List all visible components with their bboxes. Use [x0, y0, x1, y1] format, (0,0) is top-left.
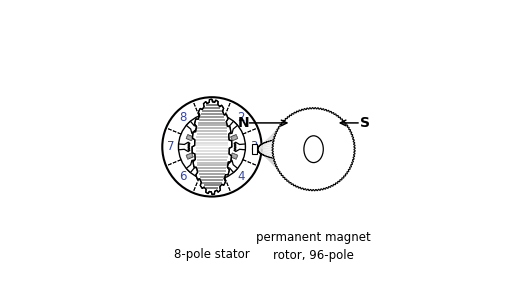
Polygon shape: [200, 121, 206, 128]
Polygon shape: [208, 169, 216, 180]
Polygon shape: [231, 153, 238, 159]
Polygon shape: [187, 121, 199, 134]
Text: 8: 8: [179, 111, 186, 124]
Ellipse shape: [304, 136, 323, 163]
Text: 5: 5: [208, 182, 216, 195]
Text: 6: 6: [179, 170, 187, 183]
Polygon shape: [234, 142, 245, 152]
Polygon shape: [187, 160, 199, 172]
Text: permanent magnet
rotor, 96-pole: permanent magnet rotor, 96-pole: [256, 231, 371, 262]
Polygon shape: [208, 113, 216, 125]
Polygon shape: [218, 121, 224, 128]
Circle shape: [162, 97, 261, 196]
Text: N: N: [237, 116, 249, 130]
Polygon shape: [186, 135, 193, 141]
Text: 8-pole stator: 8-pole stator: [174, 248, 250, 261]
Polygon shape: [186, 153, 193, 159]
Text: 7: 7: [167, 140, 174, 153]
Text: 4: 4: [237, 170, 245, 183]
Polygon shape: [225, 160, 237, 172]
Circle shape: [271, 107, 356, 191]
Polygon shape: [200, 166, 206, 172]
Circle shape: [179, 113, 245, 180]
Bar: [252, 144, 257, 154]
Polygon shape: [192, 99, 232, 194]
Text: 1: 1: [208, 99, 216, 112]
Polygon shape: [231, 135, 238, 141]
Text: 2: 2: [237, 111, 245, 124]
Text: S: S: [360, 116, 370, 130]
Polygon shape: [225, 121, 237, 134]
Polygon shape: [179, 142, 190, 152]
Text: 3: 3: [250, 140, 257, 153]
Polygon shape: [218, 166, 224, 172]
